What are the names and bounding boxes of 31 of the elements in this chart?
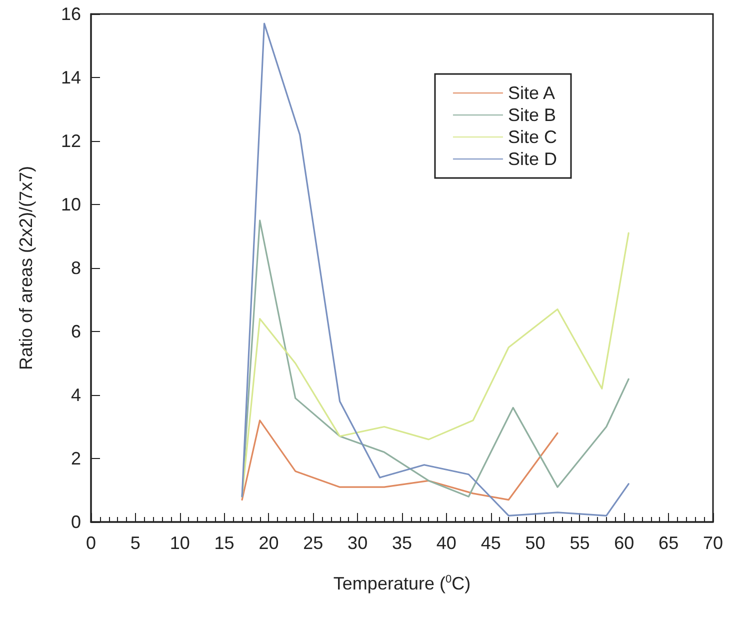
x-tick-label: 0 [86,533,96,553]
y-tick-label: 2 [70,448,81,468]
legend-label: Site D [508,149,558,169]
x-tick-label: 20 [258,533,279,553]
line-series [241,22,630,516]
x-tick-label: 15 [214,533,234,553]
x-tick-label: 10 [170,533,190,553]
y-tick-label: 10 [60,194,81,214]
y-axis-title: Ratio of areas (2x2)/(7x7) [16,166,36,370]
y-tick-label: 6 [70,322,81,342]
y-tick-label: 8 [70,258,81,278]
y-tick-label: 14 [60,68,81,88]
x-tick-label: 5 [130,533,140,553]
x-tick-label: 55 [570,533,590,553]
y-tick-label: 4 [70,385,81,405]
line-series [241,420,558,501]
x-tick-label: 25 [303,533,324,553]
legend-label: Site C [508,127,558,147]
x-tick-label: 40 [436,533,456,553]
x-tick-label: 65 [658,533,679,553]
y-tick-label: 0 [70,512,81,532]
x-tick-label: 30 [348,533,368,553]
x-tick-label: 70 [702,533,724,553]
y-tick-label: 16 [60,4,81,24]
x-tick-label: 50 [525,533,546,553]
legend-label: Site A [508,83,556,103]
x-tick-label: 60 [614,533,634,553]
y-tick-label: 12 [60,131,81,151]
x-tick-label: 45 [480,533,501,553]
legend-label: Site B [508,105,556,125]
x-tick-label: 35 [392,533,412,553]
